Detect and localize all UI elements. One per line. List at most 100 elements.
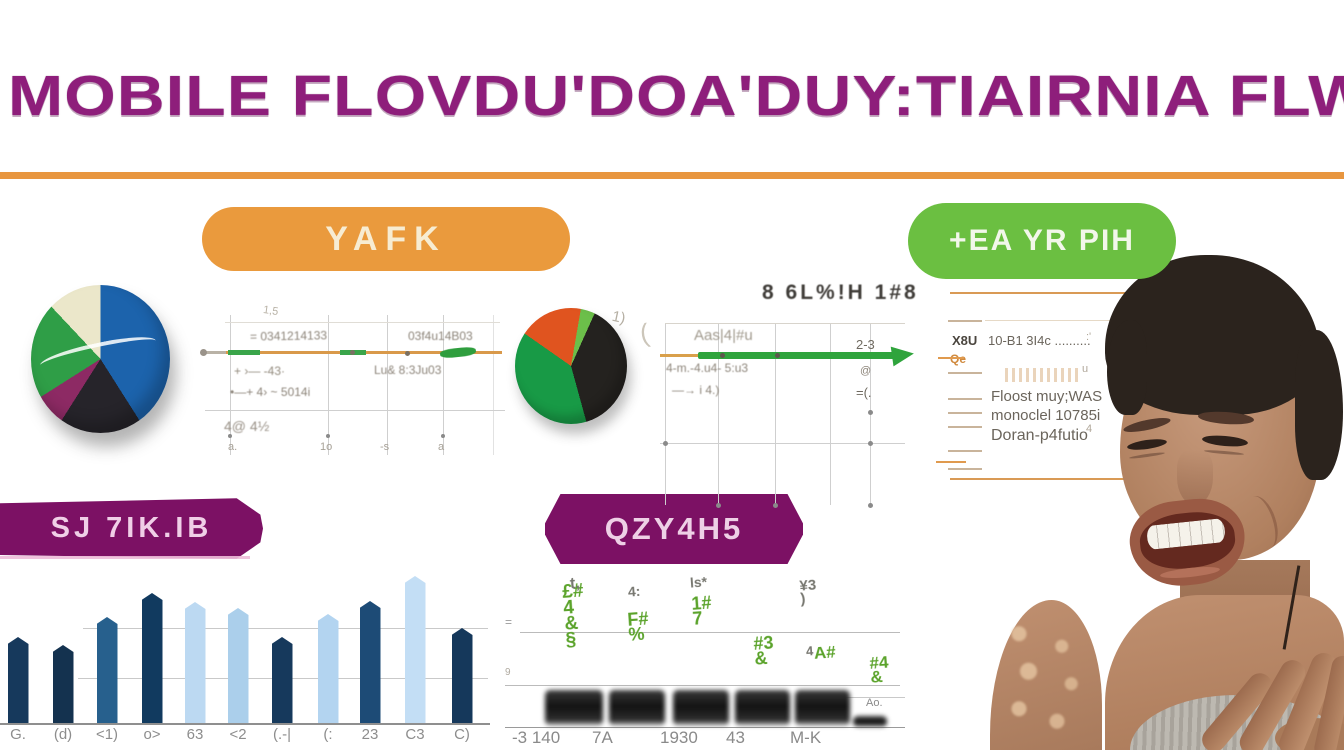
seedling-glyphs: #4& [868, 652, 890, 688]
dark-bar [673, 690, 729, 726]
scribble-text: =(. [856, 385, 872, 400]
bar [271, 637, 293, 723]
trend-arrowhead [890, 343, 916, 367]
gridline [830, 697, 905, 698]
legend-ghost-bars [1005, 368, 1080, 382]
trend-dot [350, 350, 355, 355]
gridline [225, 322, 500, 323]
seedling-glyphs: F#% [626, 608, 650, 646]
seedling-label: 7A [592, 728, 613, 747]
trend-dot [405, 351, 410, 356]
person-photo [955, 250, 1344, 750]
scribble-text: u [1082, 363, 1089, 375]
legend-dash [948, 426, 982, 428]
bar [359, 601, 381, 723]
trend-line-green-segment [228, 350, 260, 355]
bar [227, 608, 249, 723]
seedling-label: -3 140 [512, 728, 561, 747]
seedling-gray-glyphs: ¥3) [798, 576, 817, 608]
seedling-gray-glyphs: 4 [805, 643, 814, 659]
trend-chart-right [655, 318, 916, 508]
seedling-gray-glyphs: 4: [627, 582, 641, 600]
legend-item: 10-B1 3I4c .......... [988, 333, 1091, 348]
scribble-text: @ [860, 365, 872, 377]
dark-bar [735, 690, 790, 726]
scribble-text: Ao. [866, 697, 883, 709]
bar-label: <1) [95, 726, 119, 743]
scribble-text: = 0341214133 [249, 328, 328, 344]
divider-line [0, 172, 1344, 179]
legend-top-rule [950, 292, 1180, 294]
gridline [520, 632, 900, 633]
legend-item: Qe [950, 352, 967, 366]
axis-dot [868, 410, 873, 415]
legend-dash [948, 398, 982, 400]
seedling-label: 43 [726, 728, 745, 747]
bar-label: 23 [361, 726, 379, 743]
legend-dash [948, 468, 982, 470]
section-banner-purple-mid-label: QZY4H5 [604, 511, 744, 546]
scribble-text: Lu& 8:3Ju03 [374, 363, 442, 377]
gridline [665, 324, 666, 505]
axis-dot [441, 434, 445, 438]
dark-bar [795, 690, 850, 726]
dark-smudge [853, 716, 887, 727]
axis-dot [326, 434, 330, 438]
bar-label: (: [323, 726, 333, 743]
legend-item: monoclel 10785i [991, 407, 1101, 424]
pie-left-highlight [38, 330, 158, 376]
bar-label: C) [454, 726, 470, 743]
seedling-label: M-K [790, 728, 822, 747]
trend-line [200, 346, 508, 360]
dark-bar [609, 690, 665, 726]
legend-panel [935, 288, 1185, 483]
bar-label: C3 [405, 726, 425, 743]
bar [404, 576, 426, 723]
legend-dash [936, 461, 966, 463]
scribble-text: ( [637, 317, 652, 349]
legend-item: Doran-p4futio [991, 427, 1088, 444]
bar-label: <2 [229, 726, 247, 743]
section-ribbon-purple-left-label: SJ 7IK.IB [50, 512, 213, 544]
axis-dot [716, 503, 721, 508]
trend-dot [775, 353, 780, 358]
legend-dash [948, 450, 982, 452]
gridline [665, 323, 905, 324]
section-banner-purple-mid: QZY4H5 [545, 494, 803, 564]
dark-bar [545, 690, 603, 726]
gridline [775, 324, 776, 505]
scribble-text: Aas|4|#u [694, 327, 753, 344]
gridline [830, 324, 831, 505]
bar [317, 614, 339, 723]
legend-dash [948, 412, 982, 414]
bar-label: G. [10, 726, 26, 743]
trend-arrow-line [660, 343, 916, 367]
legend-bottom-rule [950, 478, 1180, 480]
pie-chart-right [515, 308, 627, 424]
gridline [443, 315, 444, 455]
scribble-text: a. [228, 441, 238, 453]
x-axis-line [0, 723, 490, 725]
bars-labels: G. (d) <1) o> 63 <2 (.-| (: 23 C3 C) [8, 570, 490, 748]
gridline [493, 315, 494, 455]
bars-plot [7, 570, 490, 723]
pink-rule [0, 556, 250, 559]
bar [184, 602, 206, 723]
axis-dot [773, 503, 778, 508]
scribble-text: :' [1086, 331, 1092, 343]
legend-dash [938, 357, 964, 359]
bar-label: o> [143, 726, 161, 743]
scribble-text: 8 6L%!H 1#8 [762, 281, 919, 304]
axis-dot [868, 503, 873, 508]
gridline [660, 443, 905, 444]
scribble-text: 1) [610, 307, 627, 328]
gridline [205, 410, 505, 411]
axis-dot [868, 441, 873, 446]
trend-dot [720, 353, 725, 358]
section-pill-green: +EA YR PIH [908, 203, 1176, 279]
scribble-text: 1o [320, 441, 333, 453]
legend-faint-rule [985, 320, 1180, 321]
bar-label: (d) [53, 726, 73, 743]
gridline [718, 324, 719, 505]
